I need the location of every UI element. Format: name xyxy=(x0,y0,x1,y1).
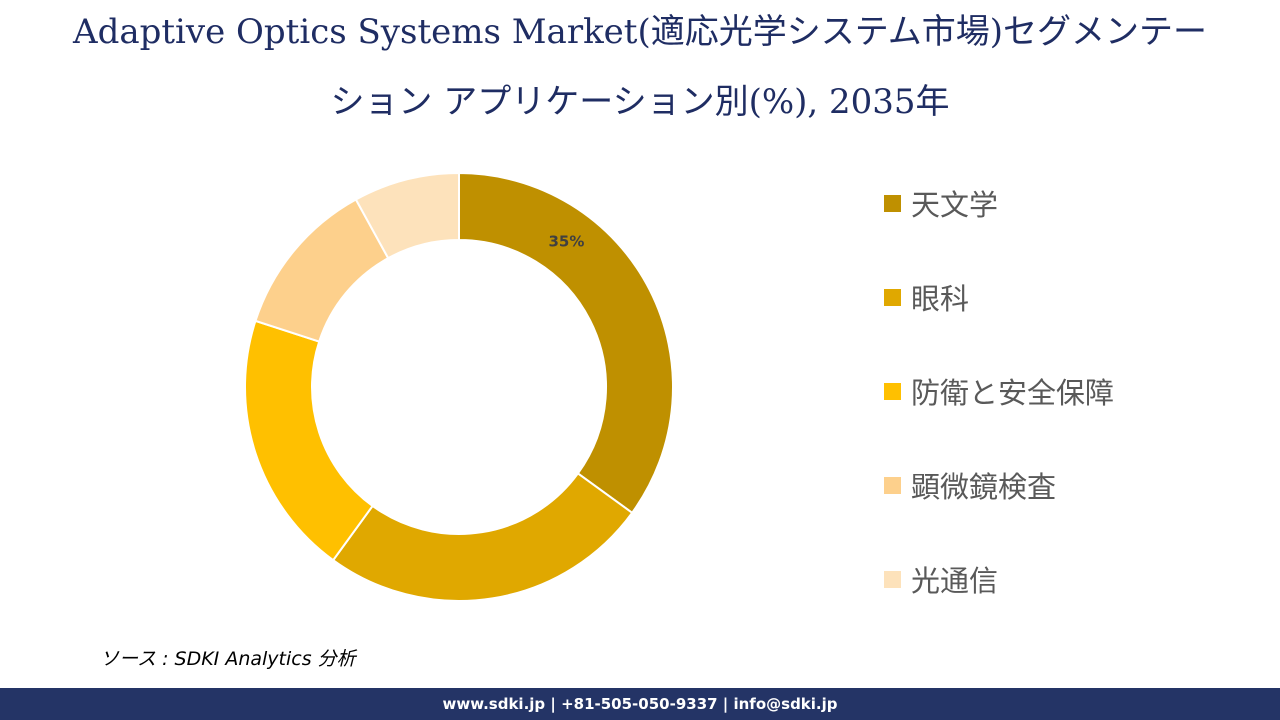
legend-label: 光通信 xyxy=(911,564,999,598)
footer-bar: www.sdki.jp | +81-505-050-9337 | info@sd… xyxy=(0,688,1280,720)
chart-title-line-1: Adaptive Optics Systems Market(適応光学システム市… xyxy=(73,12,1207,52)
donut-slice-1 xyxy=(458,171,674,515)
legend-swatch xyxy=(884,382,901,400)
donut-slice-3 xyxy=(244,319,374,562)
legend-swatch xyxy=(884,476,901,494)
donut-slice-5 xyxy=(354,171,460,260)
legend-swatch xyxy=(884,194,901,212)
legend-label: 防衛と安全保障 xyxy=(911,376,1115,410)
legend-swatch xyxy=(884,570,901,588)
data-label-1: 35% xyxy=(549,232,585,250)
source-note: ソース : SDKI Analytics 分析 xyxy=(100,648,356,670)
chart-title-line-2: ション アプリケーション別(%), 2035年 xyxy=(330,82,950,122)
legend-item-4: 顕微鏡検査 xyxy=(884,460,1056,510)
legend-swatch xyxy=(884,288,901,306)
legend-item-2: 眼科 xyxy=(884,272,969,322)
legend-label: 眼科 xyxy=(911,282,970,316)
donut-slice-2 xyxy=(331,472,634,602)
legend-item-5: 光通信 xyxy=(884,554,998,604)
legend-item-3: 防衛と安全保障 xyxy=(884,366,1114,416)
legend-label: 顕微鏡検査 xyxy=(911,470,1057,504)
legend-label: 天文学 xyxy=(911,188,999,222)
footer-contact: www.sdki.jp | +81-505-050-9337 | info@sd… xyxy=(442,695,838,713)
legend-item-1: 天文学 xyxy=(884,178,998,228)
